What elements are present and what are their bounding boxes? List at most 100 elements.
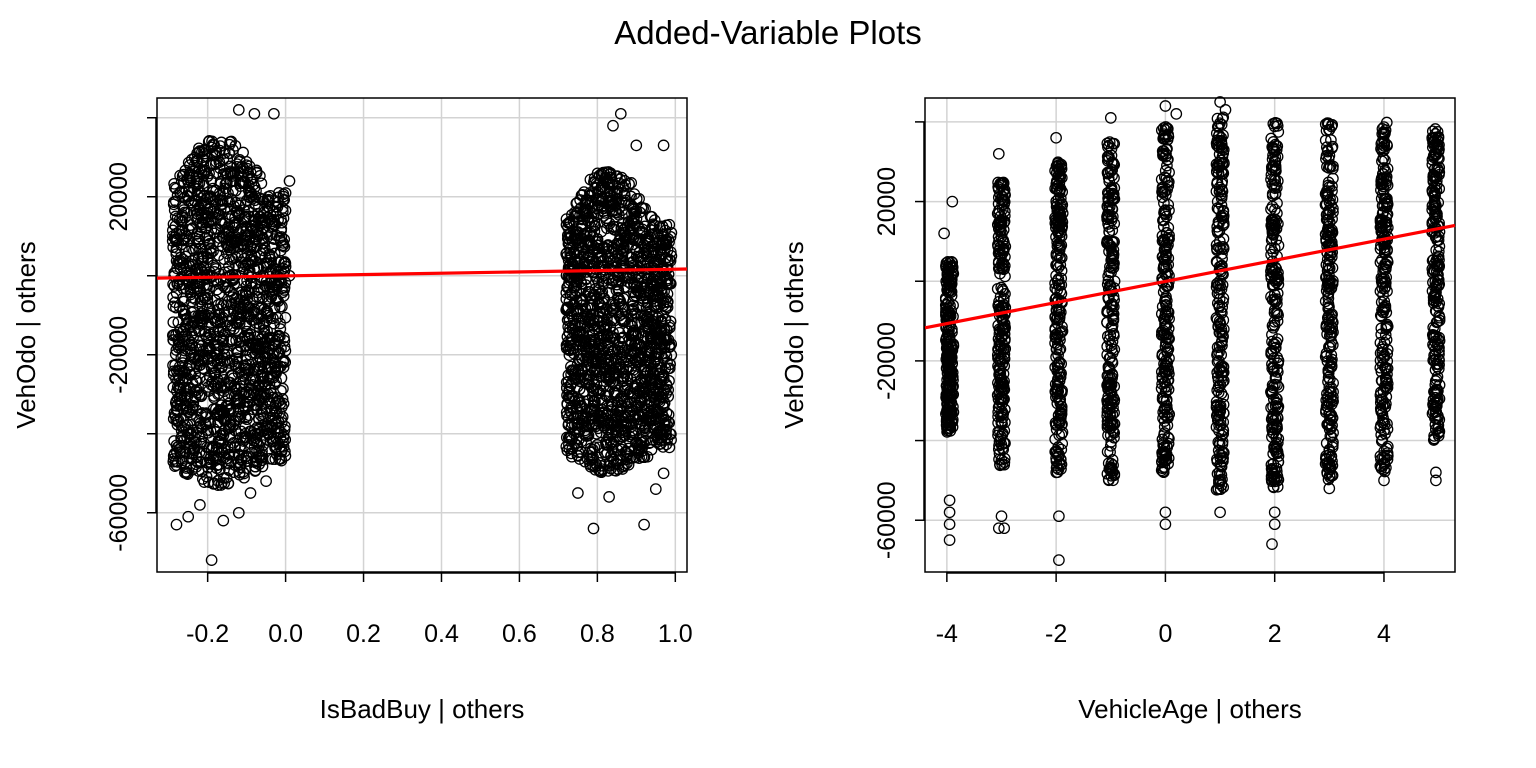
data-point [191, 207, 203, 220]
data-point [241, 194, 253, 207]
data-point [193, 325, 206, 338]
data-point [191, 456, 204, 468]
data-point [244, 487, 257, 499]
data-point [276, 300, 288, 313]
x-tick-label: 0.0 [268, 620, 303, 648]
data-point [225, 335, 238, 348]
data-point [248, 455, 260, 468]
data-point [168, 181, 181, 194]
data-point [213, 232, 226, 244]
data-point [205, 357, 218, 369]
data-point [265, 253, 278, 266]
data-point [232, 346, 244, 359]
data-point [252, 356, 265, 368]
data-point [194, 499, 206, 511]
data-point [237, 435, 250, 447]
data-point [196, 293, 209, 306]
data-point [212, 416, 224, 428]
data-point [615, 171, 628, 184]
data-point [262, 395, 275, 408]
data-point [189, 342, 202, 355]
data-point [183, 245, 195, 258]
data-point [177, 308, 190, 321]
data-point [234, 223, 247, 236]
data-point [224, 415, 237, 428]
data-point [237, 405, 250, 417]
data-point [211, 223, 224, 235]
data-point [251, 421, 263, 434]
data-point [170, 395, 183, 407]
data-point [176, 357, 189, 369]
points [166, 104, 678, 566]
data-point [259, 357, 272, 370]
data-point [218, 253, 231, 266]
data-point [211, 408, 223, 421]
data-point [223, 160, 236, 173]
data-point [225, 166, 238, 179]
data-point [224, 404, 237, 417]
data-point [226, 298, 238, 311]
data-point [173, 372, 186, 385]
data-point [182, 405, 195, 418]
data-point [607, 119, 619, 132]
data-point [167, 316, 180, 329]
data-point [661, 301, 674, 314]
data-point [193, 230, 206, 243]
data-point [205, 246, 217, 259]
data-point [250, 184, 262, 197]
data-point [200, 196, 213, 209]
data-point [271, 278, 284, 291]
data-point [275, 454, 288, 467]
data-point [251, 428, 264, 441]
data-point [214, 316, 227, 329]
data-point [231, 206, 243, 219]
data-point [237, 215, 250, 228]
data-point [249, 255, 262, 267]
data-point [572, 487, 584, 499]
data-point [169, 348, 182, 361]
data-point [207, 245, 219, 257]
data-point [235, 386, 248, 399]
data-point [213, 387, 226, 400]
data-point [271, 201, 284, 213]
data-point [173, 273, 186, 286]
data-point [191, 155, 204, 167]
data-point [252, 412, 265, 425]
data-point [180, 467, 193, 480]
data-point [237, 388, 250, 401]
data-point [233, 449, 246, 461]
data-point [249, 460, 261, 473]
data-point [202, 135, 215, 148]
data-point [239, 411, 252, 424]
data-point [215, 367, 227, 380]
data-point [238, 241, 251, 253]
data-point [175, 432, 187, 444]
data-point [224, 323, 237, 336]
data-point [186, 222, 199, 234]
data-point [259, 391, 271, 404]
data-point [257, 233, 270, 245]
data-point [201, 278, 213, 291]
data-point [199, 325, 212, 338]
data-point [232, 104, 245, 116]
y-tick-label: -20000 [105, 316, 133, 394]
y-axis-label: VehOdo | others [11, 241, 41, 428]
data-point [277, 382, 289, 395]
data-point [269, 335, 282, 347]
data-point [217, 405, 230, 418]
data-point [603, 491, 615, 503]
data-point [222, 389, 234, 402]
data-point [270, 263, 282, 275]
data-point [181, 189, 194, 202]
data-point [223, 357, 236, 369]
data-point [176, 331, 189, 343]
data-point [235, 222, 248, 235]
data-point [201, 229, 214, 242]
data-point [274, 244, 287, 257]
data-point [277, 212, 290, 225]
data-point [218, 342, 230, 355]
data-point [613, 177, 626, 190]
data-point [242, 307, 255, 320]
x-tick-label: 1.0 [658, 620, 693, 648]
